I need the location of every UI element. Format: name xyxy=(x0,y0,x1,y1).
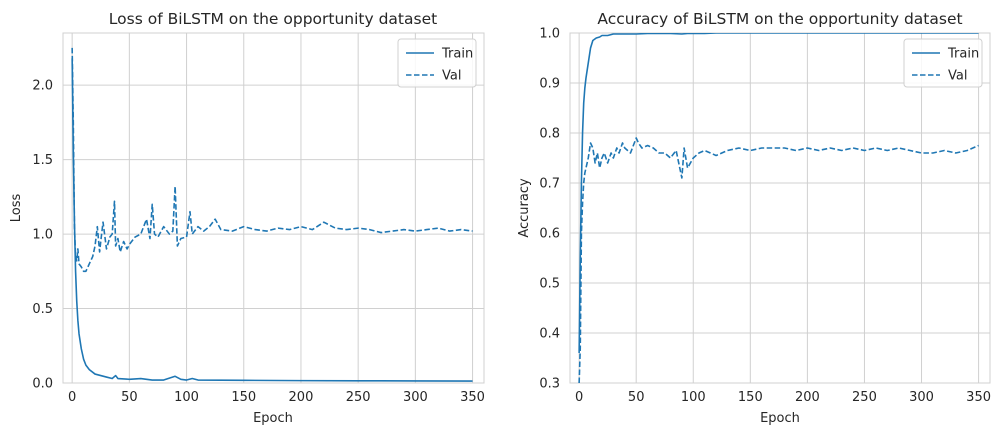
loss-legend-label-val: Val xyxy=(442,69,461,84)
accuracy-chart-title: Accuracy of BiLSTM on the opportunity da… xyxy=(597,10,962,28)
accuracy-xtick-label: 0 xyxy=(575,390,583,405)
accuracy-ytick-label: 0.5 xyxy=(539,277,560,292)
accuracy-chart-ylabel: Accuracy xyxy=(517,178,532,238)
loss-ytick-label: 1.0 xyxy=(32,228,53,243)
loss-ytick-label: 0.0 xyxy=(32,377,53,392)
loss-ytick-label: 1.5 xyxy=(32,153,53,168)
accuracy-ytick-label: 0.8 xyxy=(539,127,560,142)
accuracy-ytick-label: 0.3 xyxy=(539,377,560,392)
loss-xtick-label: 50 xyxy=(121,390,138,405)
loss-chart-ylabel: Loss xyxy=(9,194,24,223)
accuracy-chart-xlabel: Epoch xyxy=(760,411,800,426)
loss-series-train-line xyxy=(71,58,473,382)
loss-xtick-label: 350 xyxy=(460,390,485,405)
loss-legend-label-train: Train xyxy=(441,47,473,62)
accuracy-series-train-line xyxy=(578,33,979,354)
accuracy-series-val-line xyxy=(578,137,979,383)
accuracy-ytick-label: 0.6 xyxy=(539,227,560,242)
accuracy-ytick-label: 0.9 xyxy=(539,77,560,92)
accuracy-xtick-label: 200 xyxy=(795,390,820,405)
loss-xtick-label: 0 xyxy=(68,390,76,405)
accuracy-xtick-label: 300 xyxy=(909,390,934,405)
accuracy-ytick-label: 1.0 xyxy=(539,27,560,42)
loss-plot-frame xyxy=(62,32,485,384)
loss-xtick-label: 250 xyxy=(346,390,371,405)
accuracy-xtick-label: 100 xyxy=(681,390,706,405)
accuracy-legend-label-val: Val xyxy=(948,69,967,84)
accuracy-legend-label-train: Train xyxy=(947,47,979,62)
accuracy-legend: Train Val xyxy=(903,38,983,88)
loss-xtick-label: 300 xyxy=(403,390,428,405)
accuracy-ytick-label: 0.7 xyxy=(539,177,560,192)
accuracy-ytick-label: 0.4 xyxy=(539,327,560,342)
accuracy-chart: Accuracy of BiLSTM on the opportunity da… xyxy=(517,10,991,426)
loss-xtick-label: 100 xyxy=(174,390,199,405)
loss-chart-title: Loss of BiLSTM on the opportunity datase… xyxy=(109,10,437,28)
accuracy-xtick-label: 250 xyxy=(852,390,877,405)
loss-chart: Loss of BiLSTM on the opportunity datase… xyxy=(9,10,485,426)
accuracy-grid xyxy=(570,32,990,384)
loss-ytick-label: 2.0 xyxy=(32,79,53,94)
loss-xtick-label: 150 xyxy=(231,390,256,405)
loss-xtick-label: 200 xyxy=(289,390,314,405)
loss-ytick-label: 0.5 xyxy=(32,302,53,317)
accuracy-xtick-label: 350 xyxy=(966,390,991,405)
accuracy-xtick-label: 150 xyxy=(738,390,763,405)
loss-series-val-line xyxy=(71,47,473,273)
loss-chart-xlabel: Epoch xyxy=(253,411,293,426)
loss-legend: Train Val xyxy=(397,38,477,88)
accuracy-xtick-label: 50 xyxy=(628,390,645,405)
